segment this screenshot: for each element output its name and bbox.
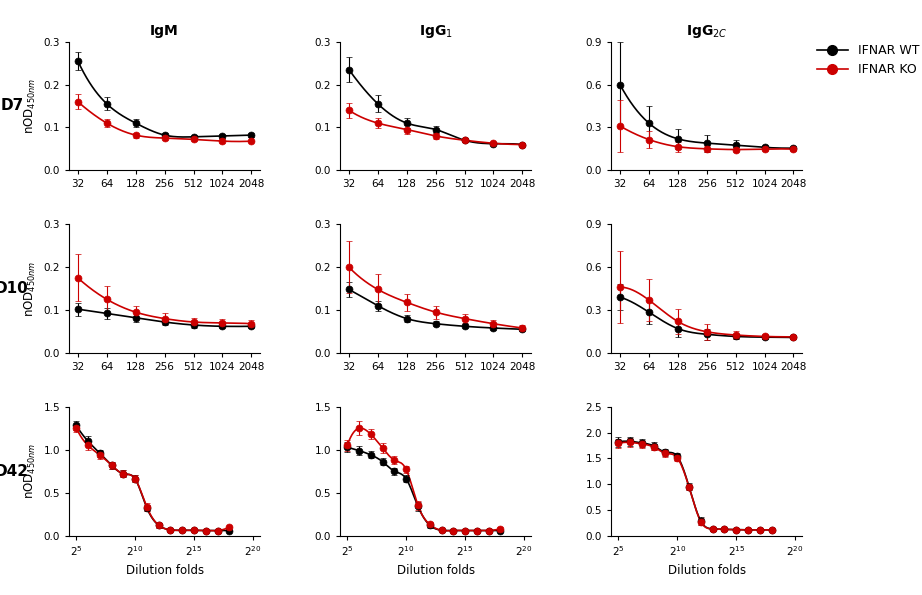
Text: D7: D7 xyxy=(0,98,23,114)
X-axis label: Dilution folds: Dilution folds xyxy=(396,564,475,577)
Y-axis label: nOD$_{450nm}$: nOD$_{450nm}$ xyxy=(23,78,38,134)
Title: IgM: IgM xyxy=(150,24,179,37)
X-axis label: Dilution folds: Dilution folds xyxy=(125,564,204,577)
Title: IgG$_1$: IgG$_1$ xyxy=(419,23,453,40)
Text: D42: D42 xyxy=(0,464,29,479)
Text: D10: D10 xyxy=(0,281,29,296)
Title: IgG$_{2C}$: IgG$_{2C}$ xyxy=(686,23,727,40)
Y-axis label: nOD$_{450nm}$: nOD$_{450nm}$ xyxy=(23,261,38,317)
Legend: IFNAR WT, IFNAR KO: IFNAR WT, IFNAR KO xyxy=(811,39,922,82)
X-axis label: Dilution folds: Dilution folds xyxy=(668,564,746,577)
Y-axis label: nOD$_{450nm}$: nOD$_{450nm}$ xyxy=(23,443,38,499)
